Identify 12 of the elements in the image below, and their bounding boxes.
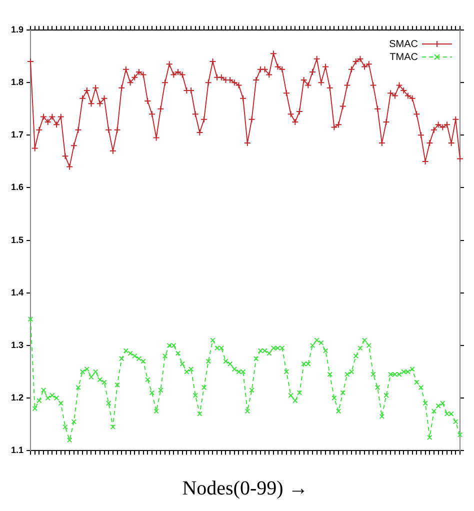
legend-label: SMAC (389, 38, 418, 50)
legend-label: TMAC (390, 52, 418, 63)
y-tick-label: 1.1 (10, 445, 24, 456)
y-tick-label: 1.4 (10, 287, 24, 298)
x-axis-title: Nodes(0-99) → (182, 477, 308, 500)
y-tick-label: 1.2 (10, 392, 24, 403)
y-tick-label: 1.3 (10, 340, 24, 350)
y-tick-label: 1.8 (10, 77, 24, 88)
y-tick-label: 1.9 (10, 24, 24, 34)
y-tick-label: 1.5 (10, 234, 24, 245)
y-tick-label: 1.7 (10, 130, 24, 140)
y-tick-label: 1.6 (10, 182, 24, 192)
